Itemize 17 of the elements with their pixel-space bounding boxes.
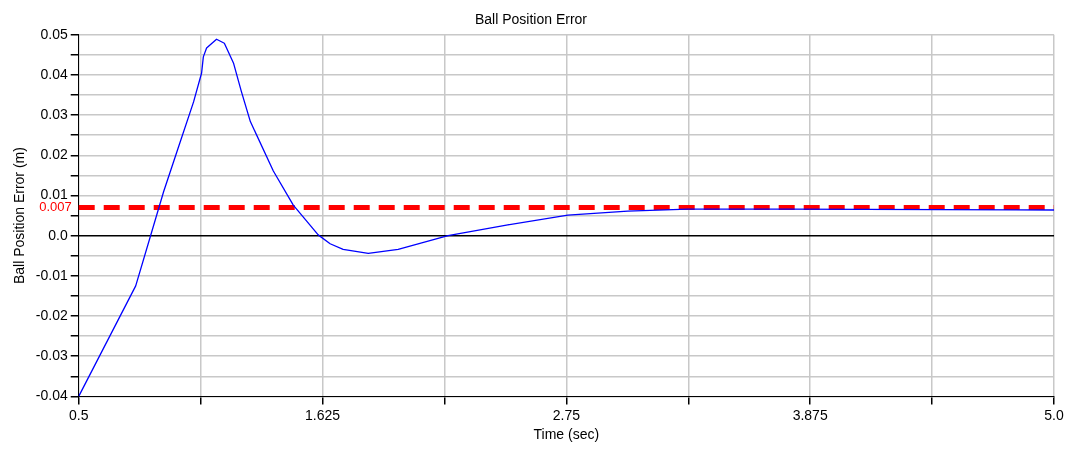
y-tick-label: -0.01 (35, 266, 68, 283)
x-tick-label: 1.625 (305, 406, 341, 423)
x-tick-label: 3.875 (792, 406, 828, 423)
x-tick-label: 5.0 (1044, 406, 1064, 423)
y-tick-label: -0.02 (35, 306, 68, 323)
y-tick-label: -0.04 (35, 387, 68, 404)
y-tick-label: 0.04 (40, 65, 68, 82)
y-tick-label: 0.05 (40, 25, 68, 42)
x-axis-title: Time (sec) (533, 426, 600, 443)
y-tick-label: 0.03 (40, 106, 68, 123)
y-tick-label: -0.03 (35, 347, 68, 364)
x-tick-label: 2.75 (552, 406, 581, 423)
chart-title: Ball Position Error (474, 11, 588, 28)
y-tick-label: 0.0 (48, 226, 68, 243)
x-tick-label: 0.5 (68, 406, 89, 423)
y-axis-title: Ball Position Error (m) (11, 147, 28, 285)
y-tick-label: 0.02 (40, 146, 68, 163)
